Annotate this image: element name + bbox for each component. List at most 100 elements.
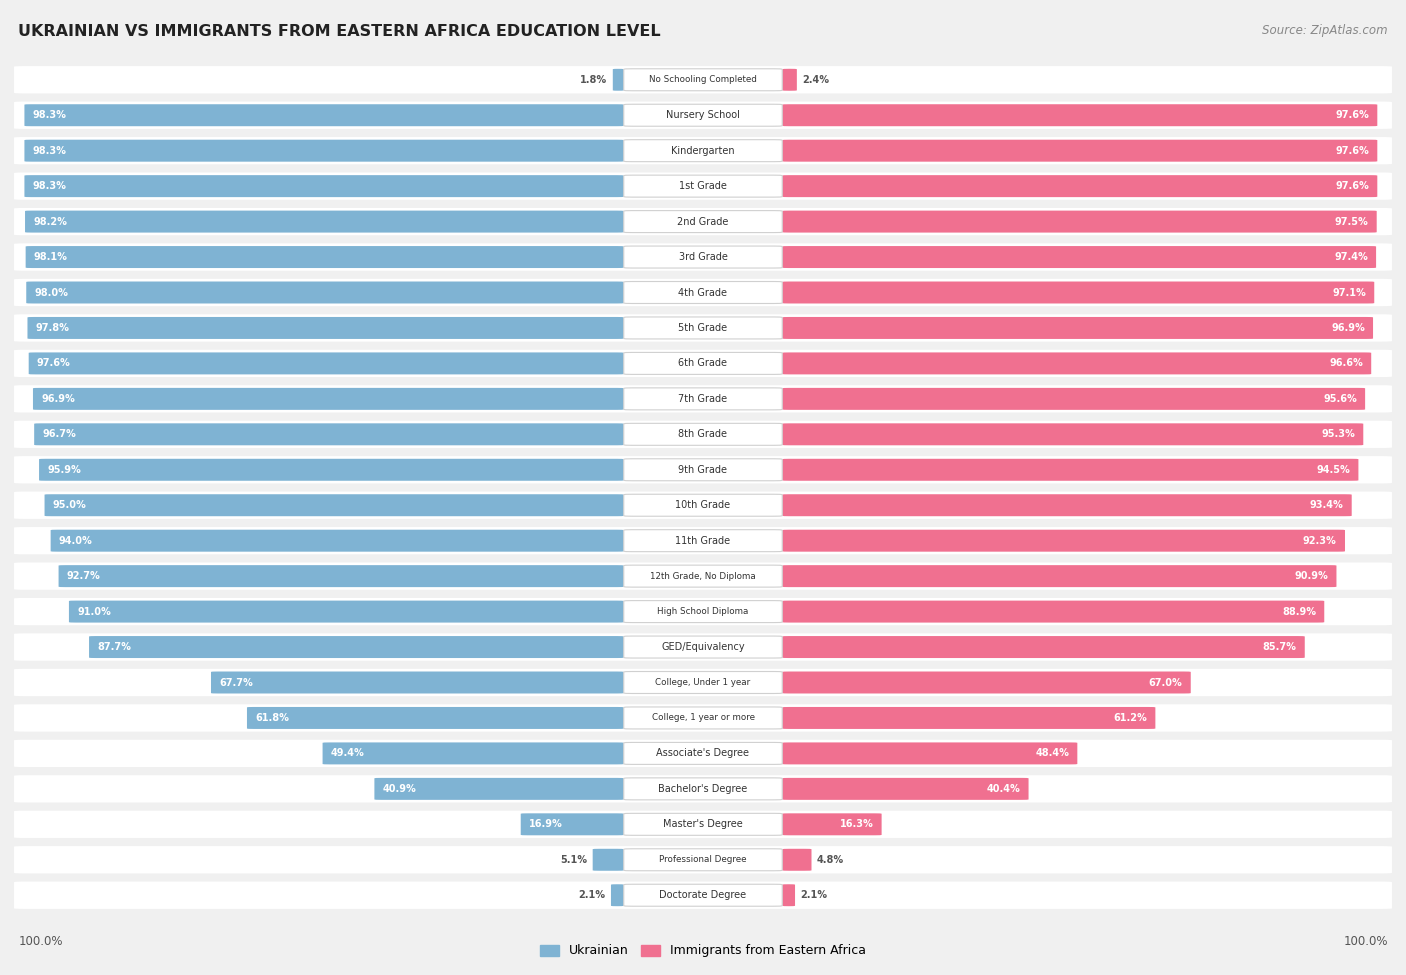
Text: UKRAINIAN VS IMMIGRANTS FROM EASTERN AFRICA EDUCATION LEVEL: UKRAINIAN VS IMMIGRANTS FROM EASTERN AFR… <box>18 24 661 39</box>
Text: College, Under 1 year: College, Under 1 year <box>655 678 751 687</box>
Text: 16.9%: 16.9% <box>529 819 562 830</box>
FancyBboxPatch shape <box>69 601 624 623</box>
FancyBboxPatch shape <box>39 459 624 481</box>
Text: 61.2%: 61.2% <box>1114 713 1147 722</box>
Text: 98.3%: 98.3% <box>32 110 66 120</box>
FancyBboxPatch shape <box>34 423 624 446</box>
FancyBboxPatch shape <box>14 775 1392 802</box>
Text: 94.5%: 94.5% <box>1316 465 1350 475</box>
FancyBboxPatch shape <box>624 566 782 587</box>
FancyBboxPatch shape <box>28 317 624 339</box>
FancyBboxPatch shape <box>374 778 624 800</box>
FancyBboxPatch shape <box>14 881 1392 909</box>
Text: 90.9%: 90.9% <box>1295 571 1329 581</box>
FancyBboxPatch shape <box>14 208 1392 235</box>
FancyBboxPatch shape <box>782 672 1191 693</box>
Text: 92.7%: 92.7% <box>67 571 101 581</box>
Text: 2.1%: 2.1% <box>800 890 828 900</box>
FancyBboxPatch shape <box>624 423 782 446</box>
Text: 97.1%: 97.1% <box>1333 288 1367 297</box>
Text: 97.6%: 97.6% <box>1336 145 1369 156</box>
Text: 94.0%: 94.0% <box>59 535 93 546</box>
Text: Bachelor's Degree: Bachelor's Degree <box>658 784 748 794</box>
Text: 1.8%: 1.8% <box>581 75 607 85</box>
Text: 6th Grade: 6th Grade <box>679 359 727 369</box>
FancyBboxPatch shape <box>782 388 1365 410</box>
FancyBboxPatch shape <box>782 104 1378 126</box>
Text: 87.7%: 87.7% <box>97 643 131 652</box>
Text: 3rd Grade: 3rd Grade <box>679 253 727 262</box>
FancyBboxPatch shape <box>247 707 624 729</box>
Text: 96.6%: 96.6% <box>1329 359 1362 369</box>
FancyBboxPatch shape <box>14 598 1392 625</box>
Text: 8th Grade: 8th Grade <box>679 429 727 440</box>
FancyBboxPatch shape <box>782 69 797 91</box>
FancyBboxPatch shape <box>624 884 782 906</box>
FancyBboxPatch shape <box>624 104 782 126</box>
FancyBboxPatch shape <box>624 317 782 339</box>
FancyBboxPatch shape <box>782 459 1358 481</box>
FancyBboxPatch shape <box>782 813 882 836</box>
Text: 11th Grade: 11th Grade <box>675 535 731 546</box>
FancyBboxPatch shape <box>59 566 624 587</box>
FancyBboxPatch shape <box>782 139 1378 162</box>
Text: GED/Equivalency: GED/Equivalency <box>661 643 745 652</box>
FancyBboxPatch shape <box>14 669 1392 696</box>
FancyBboxPatch shape <box>45 494 624 516</box>
FancyBboxPatch shape <box>624 529 782 552</box>
Text: 98.3%: 98.3% <box>32 145 66 156</box>
FancyBboxPatch shape <box>782 778 1029 800</box>
FancyBboxPatch shape <box>624 139 782 162</box>
FancyBboxPatch shape <box>14 66 1392 94</box>
FancyBboxPatch shape <box>624 601 782 623</box>
Text: Associate's Degree: Associate's Degree <box>657 749 749 759</box>
FancyBboxPatch shape <box>782 246 1376 268</box>
FancyBboxPatch shape <box>612 884 624 906</box>
FancyBboxPatch shape <box>211 672 624 693</box>
Text: 95.3%: 95.3% <box>1322 429 1355 440</box>
Text: 2.1%: 2.1% <box>578 890 606 900</box>
Text: 49.4%: 49.4% <box>330 749 364 759</box>
FancyBboxPatch shape <box>25 211 624 233</box>
FancyBboxPatch shape <box>782 529 1346 552</box>
Text: 5th Grade: 5th Grade <box>679 323 727 332</box>
Text: No Schooling Completed: No Schooling Completed <box>650 75 756 84</box>
Text: 12th Grade, No Diploma: 12th Grade, No Diploma <box>650 571 756 581</box>
FancyBboxPatch shape <box>624 778 782 800</box>
FancyBboxPatch shape <box>25 246 624 268</box>
Text: 98.3%: 98.3% <box>32 181 66 191</box>
Text: 48.4%: 48.4% <box>1035 749 1069 759</box>
FancyBboxPatch shape <box>14 740 1392 767</box>
Text: 88.9%: 88.9% <box>1282 606 1316 616</box>
FancyBboxPatch shape <box>782 176 1378 197</box>
Text: 97.8%: 97.8% <box>35 323 70 332</box>
Text: 98.0%: 98.0% <box>35 288 69 297</box>
Text: 92.3%: 92.3% <box>1303 535 1337 546</box>
Legend: Ukrainian, Immigrants from Eastern Africa: Ukrainian, Immigrants from Eastern Afric… <box>540 945 866 957</box>
FancyBboxPatch shape <box>624 849 782 871</box>
FancyBboxPatch shape <box>782 494 1351 516</box>
FancyBboxPatch shape <box>624 636 782 658</box>
FancyBboxPatch shape <box>14 634 1392 661</box>
Text: 98.2%: 98.2% <box>34 216 67 226</box>
FancyBboxPatch shape <box>14 279 1392 306</box>
Text: 97.5%: 97.5% <box>1334 216 1368 226</box>
Text: 2nd Grade: 2nd Grade <box>678 216 728 226</box>
Text: 5.1%: 5.1% <box>560 855 588 865</box>
FancyBboxPatch shape <box>14 563 1392 590</box>
Text: 16.3%: 16.3% <box>839 819 873 830</box>
Text: 67.7%: 67.7% <box>219 678 253 687</box>
FancyBboxPatch shape <box>624 388 782 410</box>
FancyBboxPatch shape <box>782 282 1374 303</box>
FancyBboxPatch shape <box>14 385 1392 412</box>
FancyBboxPatch shape <box>14 314 1392 341</box>
FancyBboxPatch shape <box>782 707 1156 729</box>
FancyBboxPatch shape <box>782 849 811 871</box>
FancyBboxPatch shape <box>624 246 782 268</box>
Text: 100.0%: 100.0% <box>18 935 63 948</box>
FancyBboxPatch shape <box>624 459 782 481</box>
Text: High School Diploma: High School Diploma <box>658 607 748 616</box>
FancyBboxPatch shape <box>782 884 794 906</box>
FancyBboxPatch shape <box>51 529 624 552</box>
FancyBboxPatch shape <box>782 636 1305 658</box>
